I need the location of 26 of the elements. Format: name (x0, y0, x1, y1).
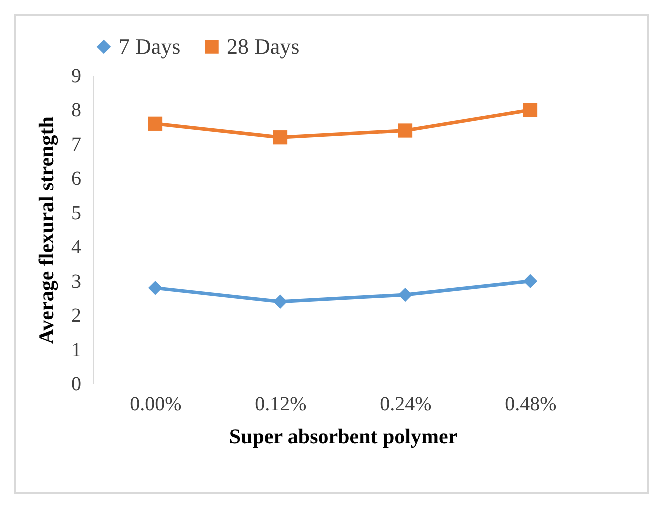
point (148, 116, 163, 131)
legend-label: 7 Days (119, 34, 181, 59)
x-tick-label: 0.12% (255, 394, 307, 416)
y-tick-label: 6 (72, 168, 82, 190)
point (398, 288, 413, 302)
y-tick-label: 1 (72, 339, 82, 362)
y-tick-label: 9 (72, 66, 82, 88)
y-tick-label: 3 (72, 270, 82, 293)
y-tick-label: 2 (72, 305, 82, 328)
point (273, 294, 288, 309)
point (398, 124, 413, 138)
x-tick-label: 0.48% (505, 394, 557, 416)
y-tick-label: 7 (72, 134, 82, 156)
y-tick-label: 8 (72, 100, 82, 122)
point (273, 130, 288, 145)
x-tick-label: 0.24% (380, 394, 432, 416)
y-tick-label: 0 (72, 374, 82, 396)
x-tick-label: 0.00% (130, 394, 182, 416)
y-tick-label: 4 (72, 236, 82, 259)
legend-label: 28 Days (227, 34, 300, 59)
x-axis-title: Super absorbent polymer (229, 424, 458, 448)
y-axis-title: Average flexural strength (34, 116, 58, 344)
y-tick-label: 5 (72, 202, 82, 224)
point (148, 281, 163, 296)
point (523, 274, 538, 288)
point (523, 103, 538, 118)
